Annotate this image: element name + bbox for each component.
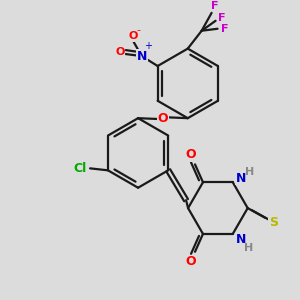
- Text: N: N: [236, 233, 246, 246]
- Text: O: O: [186, 148, 196, 161]
- Text: F: F: [218, 13, 225, 23]
- Text: -: -: [137, 25, 141, 35]
- Text: F: F: [211, 1, 218, 11]
- Text: Cl: Cl: [74, 162, 87, 175]
- Text: O: O: [115, 47, 124, 57]
- Text: N: N: [236, 172, 246, 185]
- Text: O: O: [186, 255, 196, 268]
- Text: N: N: [136, 50, 147, 63]
- Text: O: O: [158, 112, 168, 125]
- Text: +: +: [144, 41, 152, 51]
- Text: F: F: [221, 24, 228, 34]
- Text: H: H: [244, 243, 253, 253]
- Text: S: S: [269, 217, 278, 230]
- Text: O: O: [128, 31, 137, 41]
- Text: H: H: [245, 167, 254, 177]
